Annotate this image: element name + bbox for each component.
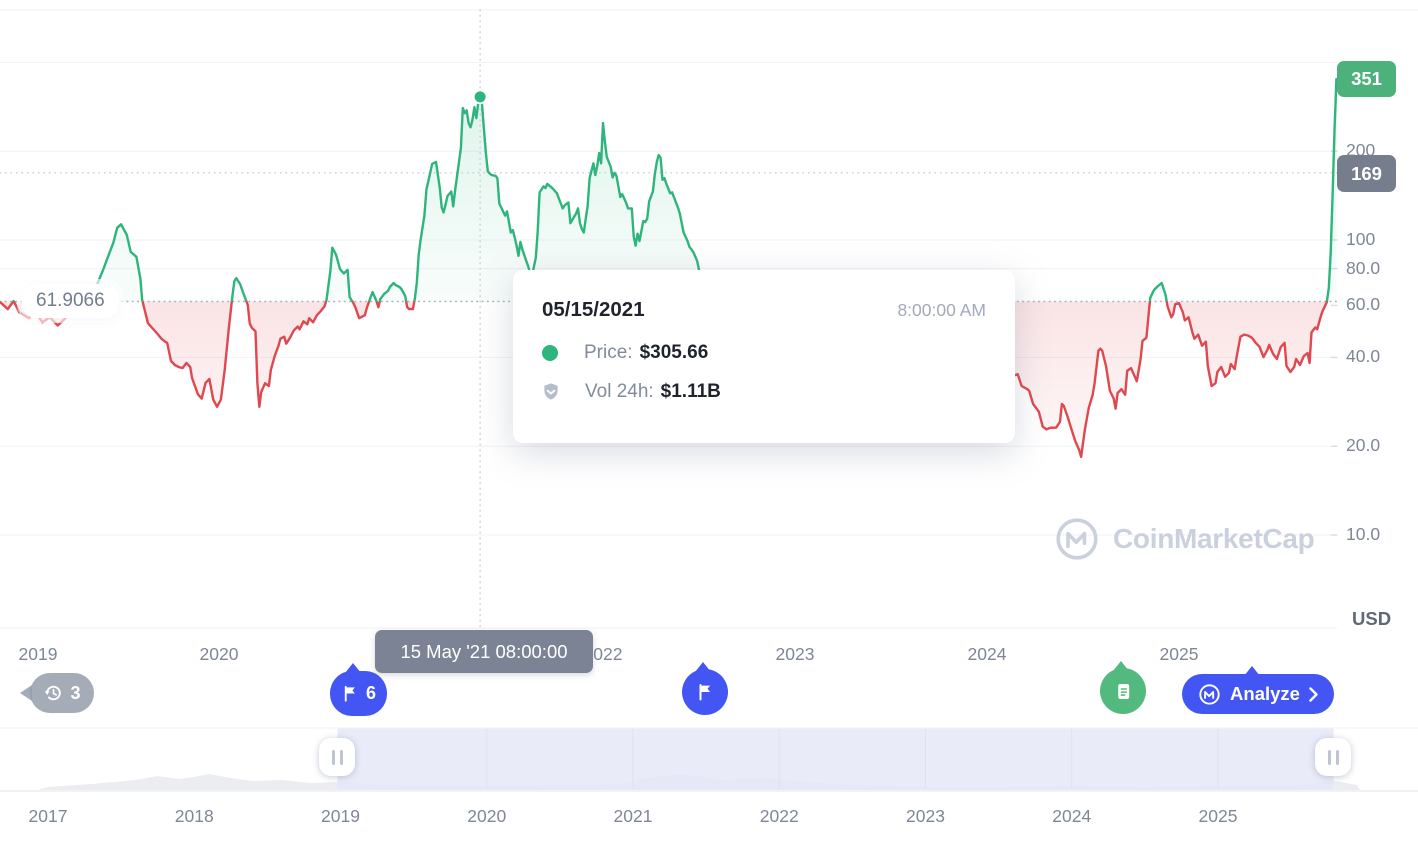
watermark: CoinMarketCap [1054,516,1315,562]
document-icon [1117,683,1129,699]
volume-shield-icon [544,383,558,400]
range-selector-year-label: 2020 [467,806,507,826]
flag-marker-button[interactable] [682,662,728,715]
crosshair-date-label: 15 May '21 08:00:00 [375,630,593,673]
flag-icon [699,684,711,701]
range-selector[interactable] [0,727,1418,793]
price-series-dot-icon [542,345,558,361]
range-handle-left[interactable] [319,738,355,776]
baseline-price-label: 61.9066 [22,284,119,318]
flag-marker-group-button[interactable]: 6 [330,663,387,716]
x-axis-year-label: 2023 [775,644,815,664]
range-selector-year-label: 2025 [1198,806,1238,826]
analyze-button[interactable]: Analyze [1182,666,1334,714]
range-selector-year-label: 2017 [28,806,68,826]
x-axis-year-label: 2025 [1159,644,1199,664]
chevron-right-icon [1309,686,1318,702]
range-selector-year-label: 2018 [174,806,214,826]
tooltip-date: 05/15/2021 [542,298,645,321]
y-axis-tick-label: 80.0 [1346,257,1381,278]
y-axis-tick-label: 100 [1346,229,1376,249]
x-axis-year-label: 2020 [199,644,239,664]
range-selector-year-label: 2019 [321,806,360,826]
news-marker-button[interactable] [1100,661,1146,714]
history-icon [45,685,62,701]
history-count: 3 [70,682,81,703]
range-selector-year-label: 2022 [759,806,799,826]
watermark-text: CoinMarketCap [1113,523,1315,554]
coinmarketcap-logo-icon [1056,518,1098,560]
analyze-label: Analyze [1230,683,1300,704]
y-axis-tick-label: 40.0 [1346,346,1381,367]
tooltip-price-label: Price: [584,342,633,363]
crosshair-point-marker [472,89,488,105]
flag-count: 6 [365,683,376,703]
range-selector-year-label: 2024 [1052,806,1092,826]
tooltip-price-value: $305.66 [639,342,709,363]
tooltip-vol-label: Vol 24h: [585,381,654,402]
flag-icon [344,685,355,702]
latest-price-badge: 351 [1337,61,1396,97]
tooltip-time: 8:00:00 AM [897,300,986,320]
history-marker-button[interactable]: 3 [20,673,94,713]
y-axis-tick-label: 20.0 [1346,435,1381,456]
crosshair-value-badge: 169 [1337,155,1396,192]
x-axis-year-label: 2019 [18,644,58,664]
y-axis-tick-label: 10.0 [1346,524,1381,544]
y-axis-tick-label: 60.0 [1346,294,1381,315]
tooltip-vol-value: $1.11B [660,381,721,402]
currency-unit-label: USD [1352,608,1392,629]
range-selector-year-label: 2023 [906,806,945,826]
range-selector-year-label: 2021 [613,806,653,826]
x-axis-year-label: 2022 [583,644,623,664]
x-axis-year-label: 2024 [967,644,1007,664]
coinmarketcap-logo-icon [1199,683,1220,705]
range-handle-right[interactable] [1315,738,1351,776]
chart-tooltip: 05/15/2021 8:00:00 AM Price: $305.66 Vol… [513,270,1015,443]
